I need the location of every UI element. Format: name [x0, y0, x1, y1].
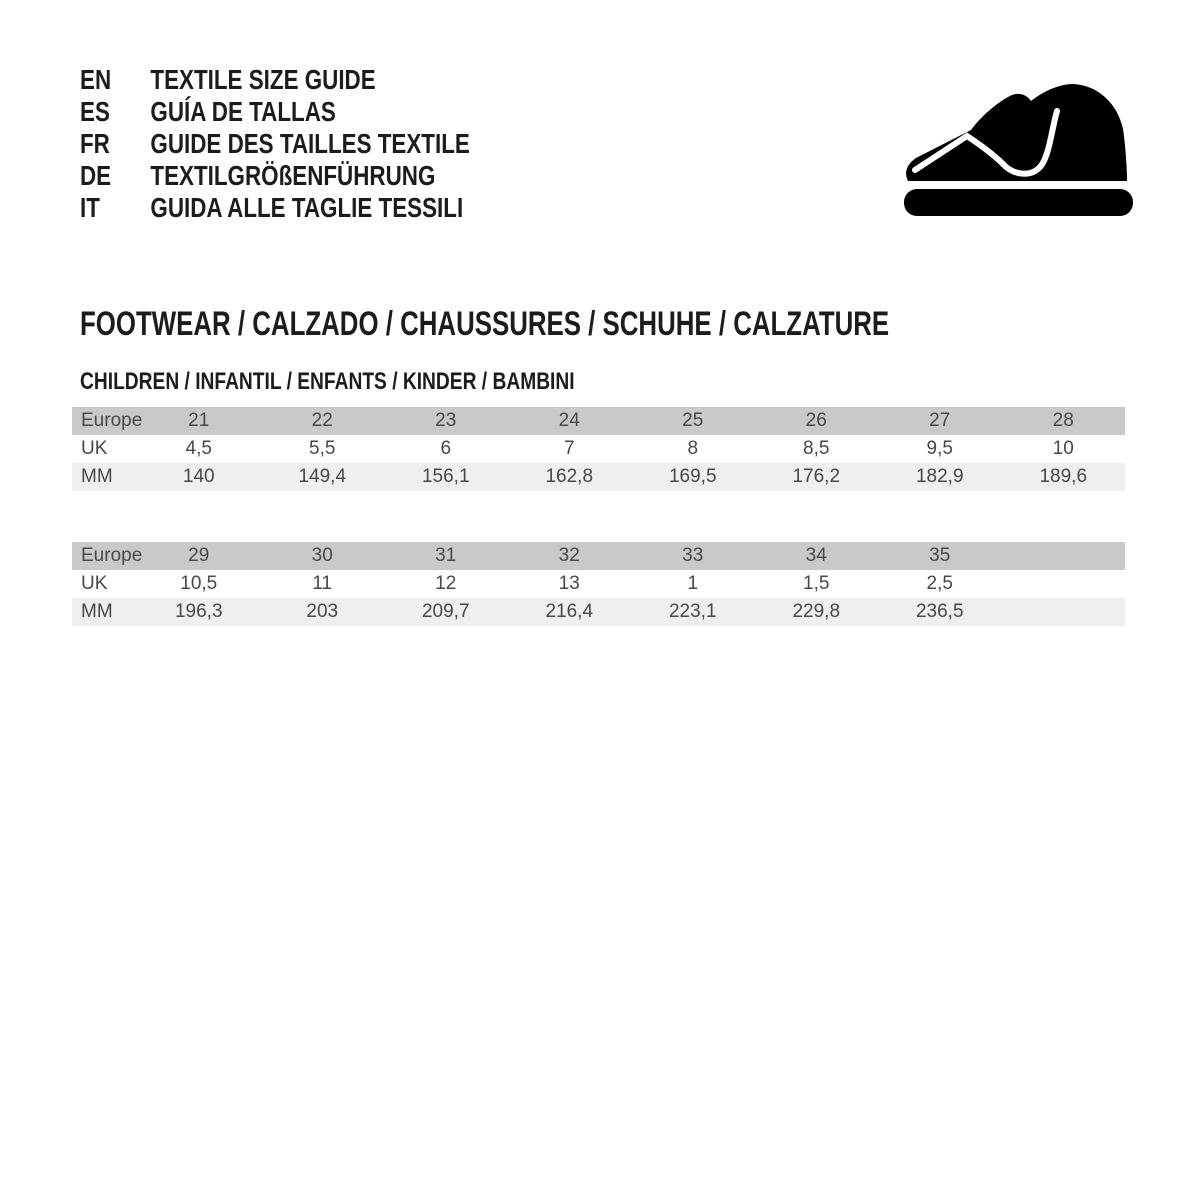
size-value-cell: 6 — [440, 438, 452, 459]
size-value-cell: 209,7 — [421, 601, 470, 622]
size-value-cell: 33 — [682, 545, 704, 566]
language-guide-title: TEXTILE SIZE GUIDE — [150, 64, 376, 95]
size-value-cell: 26 — [805, 410, 827, 431]
size-value-cell: 10,5 — [180, 573, 218, 594]
size-value-cell: 236,5 — [915, 601, 964, 622]
size-value-cell: 8 — [687, 438, 699, 459]
size-value-cell: 182,9 — [915, 466, 964, 487]
size-value-cell: 25 — [682, 410, 704, 431]
size-value-cell: 156,1 — [421, 466, 470, 487]
language-code: IT — [80, 192, 100, 223]
size-value-cell: 216,4 — [545, 601, 594, 622]
language-code: EN — [80, 64, 112, 95]
size-value-cell: 30 — [311, 545, 333, 566]
language-code: ES — [80, 96, 110, 127]
language-guide-title: GUÍA DE TALLAS — [150, 96, 336, 127]
row-label: MM — [81, 466, 113, 487]
size-tables: Europe 21 22 23 24 25 26 27 28 UK 4,5 5,5 6 7 8 8,5 9,5 1… — [72, 407, 1125, 626]
table-row-uk: UK 4,5 5,5 6 7 8 8,5 9,5 10 — [72, 435, 1125, 463]
size-value-cell: 29 — [188, 545, 210, 566]
size-value-cell: 27 — [929, 410, 951, 431]
size-value-cell: 162,8 — [545, 466, 594, 487]
size-value-cell: 203 — [306, 601, 339, 622]
size-value-cell: 10 — [1052, 438, 1074, 459]
size-value-cell: 2,5 — [926, 573, 953, 594]
size-value-cell: 7 — [563, 438, 575, 459]
language-guide-title: TEXTILGRÖßENFÜHRUNG — [150, 160, 436, 191]
size-value-cell: 176,2 — [792, 466, 841, 487]
language-row: DE TEXTILGRÖßENFÜHRUNG — [80, 160, 470, 192]
size-value-cell: 35 — [929, 545, 951, 566]
size-value-cell: 5,5 — [309, 438, 336, 459]
size-table-eu-29-35: Europe 29 30 31 32 33 34 35 UK 10,5 11 12 13 1 1,5 2,5 M… — [72, 542, 1125, 626]
language-row: FR GUIDE DES TAILLES TEXTILE — [80, 128, 470, 160]
size-table-eu-21-28: Europe 21 22 23 24 25 26 27 28 UK 4,5 5,5 6 7 8 8,5 9,5 1… — [72, 407, 1125, 491]
size-value-cell: 28 — [1052, 410, 1074, 431]
size-value-cell: 31 — [435, 545, 457, 566]
language-row: EN TEXTILE SIZE GUIDE — [80, 64, 470, 96]
row-label: UK — [81, 438, 108, 459]
size-value-cell: 21 — [188, 410, 210, 431]
language-guide-title: GUIDA ALLE TAGLIE TESSILI — [150, 192, 464, 223]
row-label: MM — [81, 601, 113, 622]
size-value-cell: 223,1 — [668, 601, 717, 622]
size-value-cell: 196,3 — [174, 601, 223, 622]
language-row: IT GUIDA ALLE TAGLIE TESSILI — [80, 192, 470, 224]
table-row-mm: MM 196,3 203 209,7 216,4 223,1 229,8 236,5 — [72, 598, 1125, 626]
table-row-mm: MM 140 149,4 156,1 162,8 169,5 176,2 182,9 189,6 — [72, 463, 1125, 491]
children-shoe-icon — [903, 80, 1135, 220]
section-subtitle: CHILDREN / INFANTIL / ENFANTS / KINDER /… — [80, 368, 575, 395]
table-row-europe: Europe 29 30 31 32 33 34 35 — [72, 542, 1125, 570]
size-value-cell: 1 — [687, 573, 699, 594]
size-value-cell: 140 — [182, 466, 215, 487]
section-title: FOOTWEAR / CALZADO / CHAUSSURES / SCHUHE… — [80, 305, 890, 343]
row-label: UK — [81, 573, 108, 594]
size-value-cell: 24 — [558, 410, 580, 431]
size-value-cell: 4,5 — [185, 438, 212, 459]
table-row-uk: UK 10,5 11 12 13 1 1,5 2,5 — [72, 570, 1125, 598]
size-value-cell: 34 — [805, 545, 827, 566]
language-code: FR — [80, 128, 110, 159]
row-label: Europe — [81, 545, 143, 566]
language-code: DE — [80, 160, 112, 191]
size-value-cell: 12 — [435, 573, 457, 594]
children-shoe-icon-svg — [904, 84, 1133, 216]
size-value-cell: 1,5 — [803, 573, 830, 594]
size-value-cell: 169,5 — [668, 466, 717, 487]
size-value-cell: 11 — [312, 573, 333, 594]
size-value-cell: 229,8 — [792, 601, 841, 622]
size-value-cell: 13 — [558, 573, 580, 594]
size-value-cell: 149,4 — [298, 466, 347, 487]
size-value-cell: 9,5 — [926, 438, 953, 459]
language-guide-title: GUIDE DES TAILLES TEXTILE — [150, 128, 470, 159]
size-value-cell: 22 — [311, 410, 333, 431]
language-row: ES GUÍA DE TALLAS — [80, 96, 470, 128]
size-value-cell: 23 — [435, 410, 457, 431]
language-list: EN TEXTILE SIZE GUIDE ES GUÍA DE TALLAS … — [80, 64, 470, 224]
size-value-cell: 32 — [558, 545, 580, 566]
table-row-europe: Europe 21 22 23 24 25 26 27 28 — [72, 407, 1125, 435]
size-value-cell: 8,5 — [803, 438, 830, 459]
row-label: Europe — [81, 410, 143, 431]
size-value-cell: 189,6 — [1039, 466, 1088, 487]
